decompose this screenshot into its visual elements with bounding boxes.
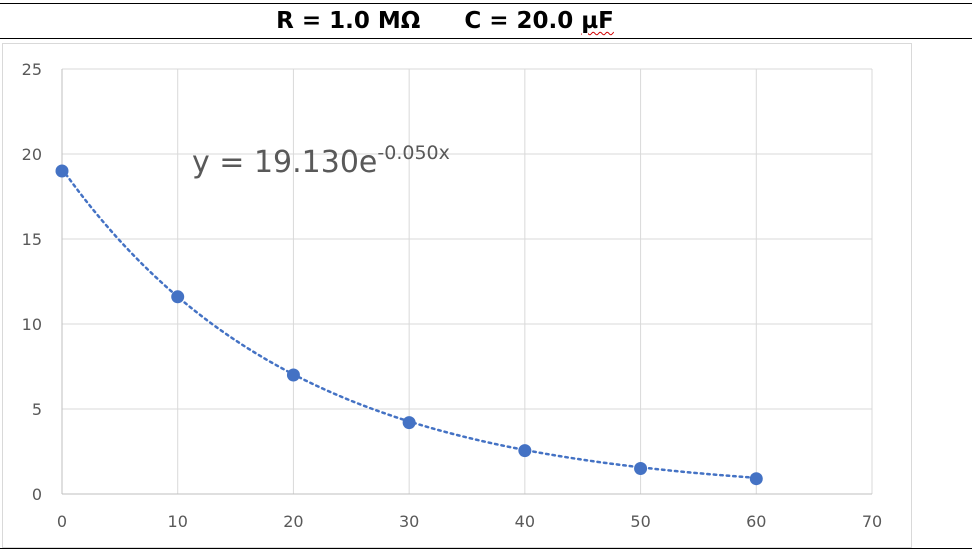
data-point-0-5 [634, 462, 648, 475]
data-point-0-2 [286, 368, 300, 382]
parameters-heading: R = 1.0 MΩ C = 20.0 µF [0, 8, 890, 34]
trendline-equation-main: y = 19.130e [192, 145, 377, 180]
x-tick-label-30: 30 [399, 512, 419, 531]
capacitance-unit: µF [581, 8, 614, 34]
header-row: R = 1.0 MΩ C = 20.0 µF [0, 4, 972, 38]
data-point-0-1 [171, 290, 185, 304]
data-points [55, 164, 763, 486]
capacitance-label: C = 20.0 [464, 8, 582, 34]
x-tick-label-60: 60 [746, 512, 766, 531]
trendline-equation: y = 19.130e-0.050x [192, 142, 450, 180]
data-point-0-4 [518, 444, 532, 458]
y-tick-label-15: 15 [22, 230, 42, 249]
y-tick-label-5: 5 [32, 400, 42, 419]
y-tick-label-20: 20 [22, 145, 42, 164]
x-tick-label-20: 20 [283, 512, 303, 531]
x-tick-label-50: 50 [630, 512, 650, 531]
y-tick-label-10: 10 [22, 315, 42, 334]
x-tick-label-40: 40 [515, 512, 535, 531]
axes [61, 69, 872, 495]
x-tick-label-10: 10 [168, 512, 188, 531]
y-tick-label-0: 0 [32, 485, 42, 504]
data-point-0-6 [749, 472, 763, 486]
top-rule [0, 3, 972, 4]
x-tick-label-0: 0 [57, 512, 67, 531]
data-point-0-0 [55, 164, 69, 178]
data-point-0-3 [402, 416, 416, 430]
tick-labels: 0 5 10 15 20 25 0 10 20 30 40 50 60 70 [22, 60, 883, 531]
chart-frame[interactable] [2, 43, 912, 548]
x-tick-label-70: 70 [862, 512, 882, 531]
gridlines [62, 68, 873, 494]
y-tick-label-25: 25 [22, 60, 42, 79]
trendline-equation-exponent: -0.050x [377, 142, 450, 164]
resistance-label: R = 1.0 MΩ [276, 8, 421, 34]
header-rule [0, 38, 972, 39]
bottom-rule [0, 548, 972, 549]
